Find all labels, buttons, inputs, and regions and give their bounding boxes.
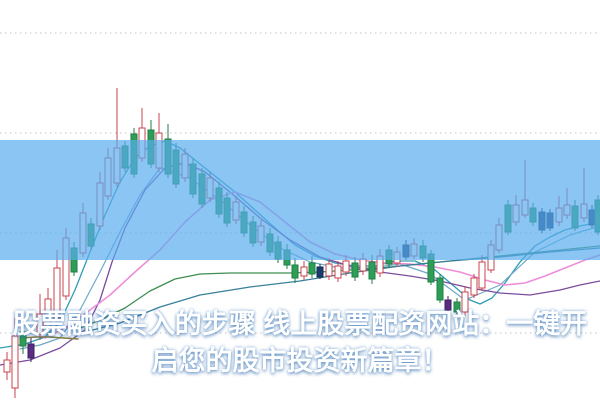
headline-line-2: 启您的股市投资新篇章！ bbox=[151, 346, 449, 376]
headline-line-1: 股票融资买入的步骤 线上股票配资网站：一键开 bbox=[12, 309, 588, 339]
ma-olive bbox=[21, 336, 79, 340]
headline-banner: 股票融资买入的步骤 线上股票配资网站：一键开 启您的股市投资新篇章！ bbox=[0, 140, 600, 376]
